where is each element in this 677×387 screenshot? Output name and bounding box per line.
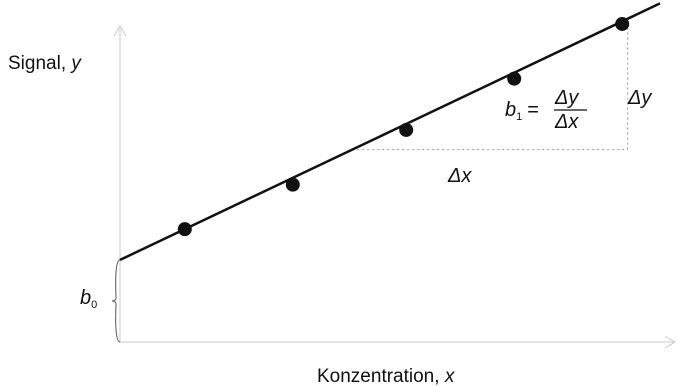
- data-points: [177, 16, 630, 237]
- slope-fraction-numerator: Δy: [554, 87, 579, 109]
- slope-fraction-denominator: Δx: [554, 111, 579, 133]
- data-point-3: [399, 122, 414, 137]
- slope-triangle: [352, 18, 629, 151]
- data-point-2: [285, 177, 300, 192]
- intercept-brace: [111, 259, 121, 343]
- delta-y-label: Δy: [627, 87, 652, 109]
- slope-label: b1 =: [505, 99, 539, 123]
- delta-x-label: Δx: [447, 165, 472, 187]
- x-axis-arrow: [664, 335, 676, 349]
- data-point-1: [177, 222, 192, 237]
- x-axis-label: Konzentration, x: [317, 366, 456, 387]
- y-axis-arrow: [113, 25, 127, 37]
- y-axis-label: Signal, y: [8, 53, 82, 74]
- data-point-5: [615, 16, 630, 31]
- regression-line: [119, 2, 661, 262]
- intercept-label: b0: [80, 287, 97, 311]
- axes: [113, 25, 676, 349]
- slope-formula: b1 = Δy Δx: [505, 87, 587, 133]
- data-point-4: [507, 71, 522, 86]
